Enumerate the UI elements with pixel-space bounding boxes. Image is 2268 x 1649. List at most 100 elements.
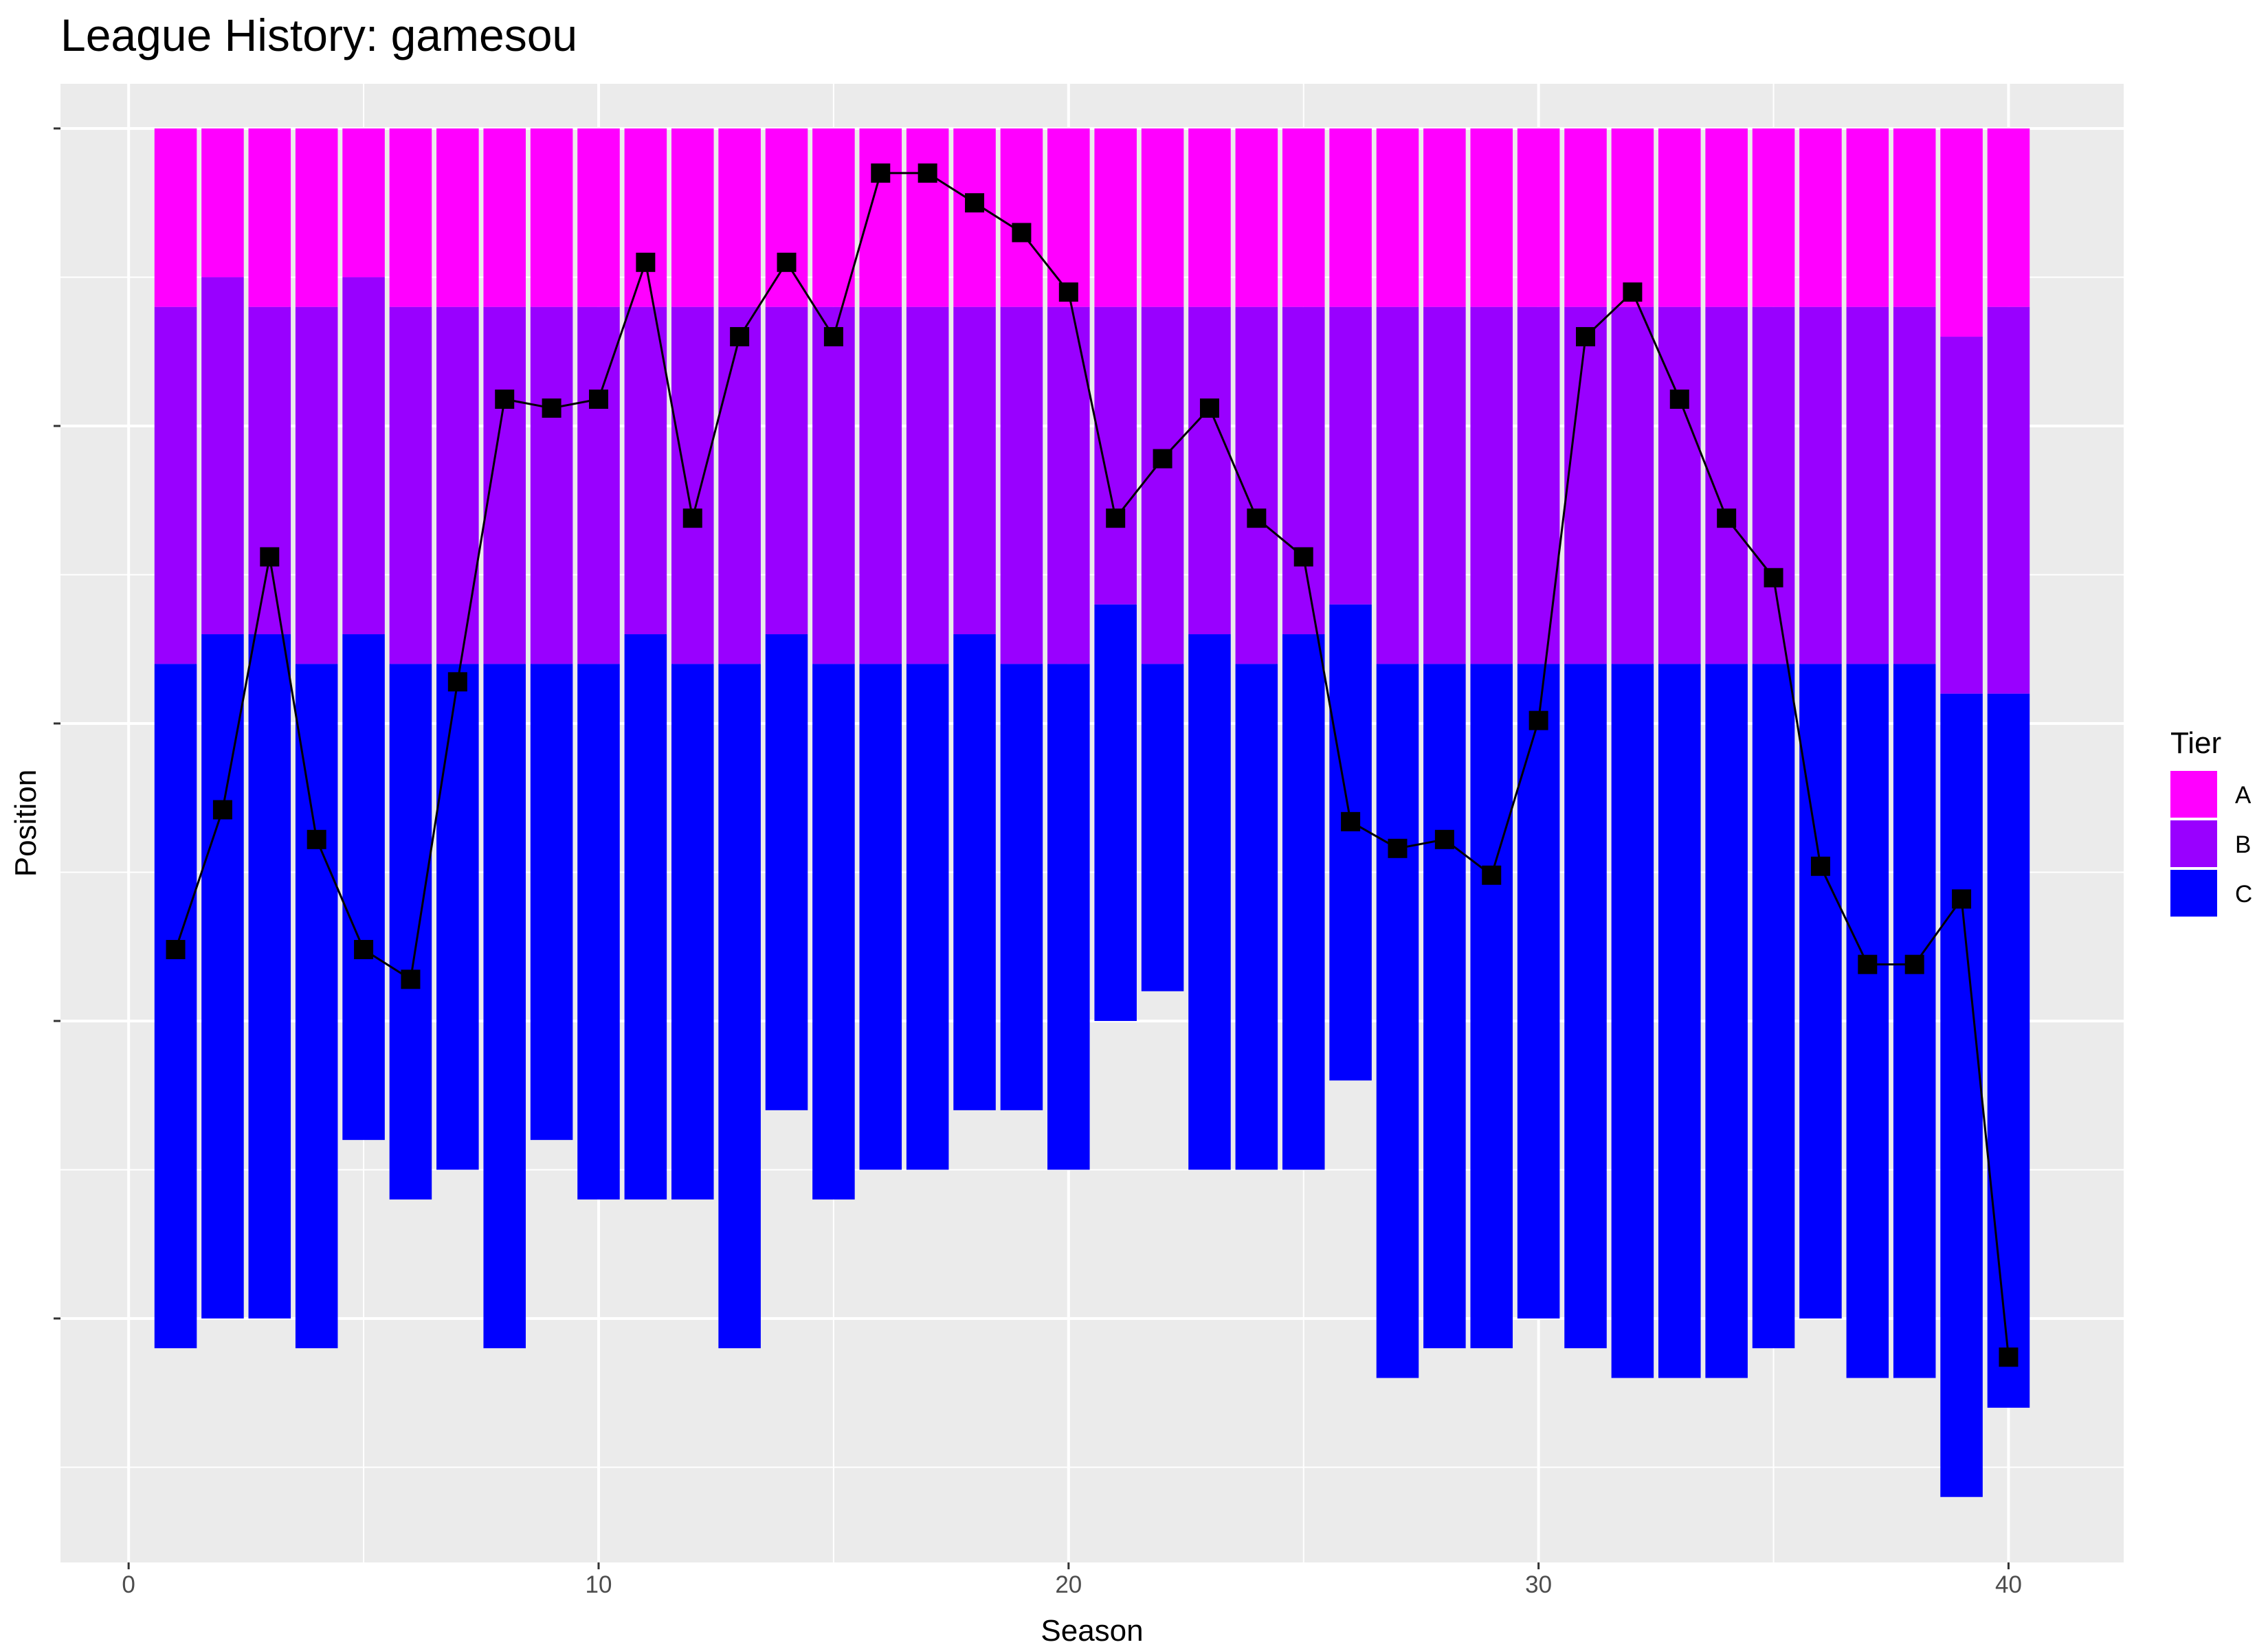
tier-b-bar xyxy=(342,277,385,635)
tier-b-bar xyxy=(1282,306,1325,635)
tier-b-bar xyxy=(1000,306,1043,664)
position-point xyxy=(260,547,280,567)
tier-b-bar xyxy=(765,306,808,635)
tier-c-bar xyxy=(1564,664,1607,1349)
tier-b-bar xyxy=(624,306,667,635)
tier-a-bar xyxy=(483,128,526,307)
position-point xyxy=(447,672,467,692)
tier-c-bar xyxy=(1000,664,1043,1110)
x-axis-title: Season xyxy=(1041,1614,1143,1648)
tier-b-bar xyxy=(1376,306,1419,664)
tier-a-bar xyxy=(577,128,620,307)
tier-b-bar xyxy=(859,306,902,664)
tier-a-bar xyxy=(1658,128,1701,307)
legend-items: ABC xyxy=(2170,771,2252,917)
tier-c-bar xyxy=(765,634,808,1110)
tier-b-bar xyxy=(1893,306,1936,664)
tier-c-bar xyxy=(577,664,620,1200)
tier-c-bar xyxy=(1705,664,1748,1378)
tier-a-bar xyxy=(765,128,808,307)
tier-b-bar xyxy=(1705,306,1748,664)
position-point xyxy=(1106,508,1126,528)
tier-c-bar xyxy=(1658,664,1701,1378)
tier-b-bar xyxy=(1940,337,1983,694)
tier-c-bar xyxy=(1799,664,1842,1319)
tier-a-bar xyxy=(812,128,855,307)
position-point xyxy=(1764,568,1783,587)
position-point xyxy=(871,163,891,183)
position-point xyxy=(965,193,985,213)
position-point xyxy=(1388,838,1408,858)
position-point xyxy=(1434,829,1454,849)
tier-c-bar xyxy=(154,664,197,1349)
tier-b-bar xyxy=(1752,306,1795,664)
position-point xyxy=(401,969,421,989)
tier-c-bar xyxy=(1329,604,1372,1081)
tier-a-bar xyxy=(530,128,573,307)
position-point xyxy=(636,252,656,272)
tier-a-bar xyxy=(1893,128,1936,307)
tier-b-bar xyxy=(154,306,197,664)
tier-c-bar xyxy=(1423,664,1466,1349)
tier-a-bar xyxy=(1987,128,2030,307)
tier-a-bar xyxy=(1329,128,1372,307)
tier-c-bar xyxy=(1470,664,1513,1349)
tier-b-bar xyxy=(577,306,620,664)
tier-a-bar xyxy=(1517,128,1560,307)
tier-c-bar xyxy=(389,664,432,1200)
position-point xyxy=(1528,710,1548,730)
legend-title: Tier xyxy=(2170,726,2221,760)
legend: Tier ABC xyxy=(2170,726,2252,917)
position-point xyxy=(1199,398,1219,418)
legend-key-a xyxy=(2170,771,2217,818)
tier-b-bar xyxy=(1658,306,1701,664)
tier-b-bar xyxy=(953,306,996,635)
tier-a-bar xyxy=(1846,128,1889,307)
position-point xyxy=(730,327,750,347)
tier-a-bar xyxy=(1940,128,1983,337)
tier-b-bar xyxy=(1611,306,1654,664)
x-tick-label: 20 xyxy=(1055,1571,1082,1598)
tier-a-bar xyxy=(389,128,432,307)
position-point xyxy=(1341,811,1361,831)
position-point xyxy=(495,389,515,409)
tier-c-bar xyxy=(718,664,761,1349)
position-point xyxy=(1293,547,1313,567)
position-point xyxy=(1669,389,1689,409)
position-point xyxy=(1482,865,1502,885)
tier-c-bar xyxy=(1094,604,1137,1021)
legend-label-b: B xyxy=(2235,831,2251,858)
tier-c-bar xyxy=(1141,664,1184,991)
x-tick-label: 40 xyxy=(1995,1571,2022,1598)
position-point xyxy=(1153,449,1172,469)
position-point xyxy=(307,829,326,849)
x-tick-label: 30 xyxy=(1525,1571,1552,1598)
position-point xyxy=(1576,327,1596,347)
tier-c-bar xyxy=(1987,693,2030,1408)
tier-c-bar xyxy=(953,634,996,1110)
position-point xyxy=(1904,954,1924,974)
tier-c-bar xyxy=(530,664,573,1141)
position-point xyxy=(1012,223,1032,243)
tier-a-bar xyxy=(154,128,197,307)
position-point xyxy=(918,163,937,183)
tier-a-bar xyxy=(1376,128,1419,307)
tier-a-bar xyxy=(1564,128,1607,307)
position-point xyxy=(588,389,608,409)
tier-b-bar xyxy=(1470,306,1513,664)
tier-a-bar xyxy=(1141,128,1184,307)
tier-b-bar xyxy=(1846,306,1889,664)
tier-b-bar xyxy=(436,306,479,664)
tier-b-bar xyxy=(201,277,244,635)
tier-a-bar xyxy=(201,128,244,278)
tier-b-bar xyxy=(1564,306,1607,664)
tier-a-bar xyxy=(1705,128,1748,307)
position-point xyxy=(1247,508,1267,528)
tier-c-bar xyxy=(295,664,338,1349)
tier-a-bar xyxy=(953,128,996,307)
tier-b-bar xyxy=(530,306,573,664)
position-point xyxy=(1717,508,1737,528)
tier-a-bar xyxy=(671,128,714,307)
tier-b-bar xyxy=(1141,306,1184,664)
tier-b-bar xyxy=(389,306,432,664)
